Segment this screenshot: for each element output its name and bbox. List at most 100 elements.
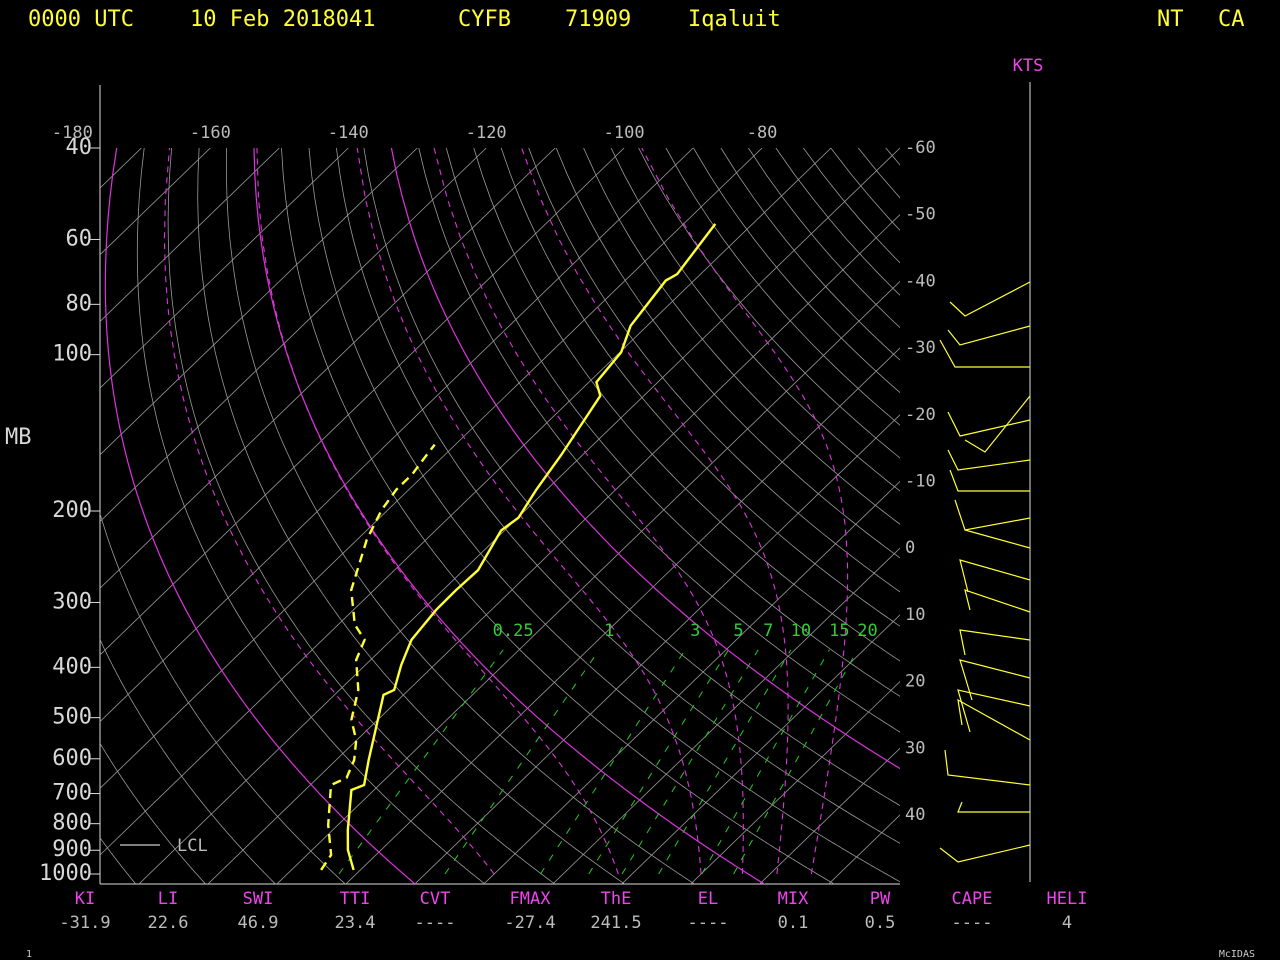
index-value: 4 [1062,913,1072,933]
index-value: -27.4 [504,913,555,933]
y-tick-label: 600 [52,746,92,771]
mixing-ratio-line [338,649,504,875]
y-tick-label: 60 [66,226,93,251]
dry-adiabat [610,148,900,492]
dry-adiabat [802,148,900,264]
dry-adiabat [253,148,766,884]
right-tick-label: -60 [905,138,936,158]
isotherm [759,747,900,884]
wind-barb [954,499,1031,531]
moist-adiabat [163,148,495,875]
right-tick-label: 40 [905,805,925,825]
dewpoint-line [320,443,436,871]
wind-barb [957,698,1031,741]
dry-adiabat [747,148,900,329]
dry-adiabat [100,742,207,884]
mixing-ratio-label: 3 [690,621,700,641]
x-tick-label: -80 [747,123,778,143]
wind-barb [939,844,1031,863]
wind-barb [959,559,1031,593]
x-tick-label: -100 [604,123,645,143]
index-name: EL [698,889,718,909]
dry-adiabat [363,148,900,807]
isotherm [100,148,694,723]
station: CYFB [458,7,511,32]
isotherm [828,814,900,884]
isotherm [345,347,900,884]
isotherm [100,148,349,389]
dry-adiabat [100,837,137,884]
y-tick-label: 40 [66,135,93,160]
dry-adiabat [885,148,900,166]
index-value: 0.5 [865,913,896,933]
wind-barb [944,749,1031,786]
station-name: Iqaluit [688,7,781,32]
right-tick-label: 20 [905,672,925,692]
isotherm [414,414,900,884]
dry-adiabat [583,148,900,525]
mixing-ratio-label: 20 [857,621,877,641]
x-tick-label: -120 [466,123,507,143]
mixing-ratio-label: 7 [763,621,773,641]
index-name: KI [75,889,95,909]
y-tick-label: 200 [52,498,92,523]
wind-barb [949,281,1031,317]
index-name: HELI [1047,889,1088,909]
dry-adiabat [857,148,900,199]
isotherm [483,480,900,884]
isotherm [276,280,900,884]
dry-adiabat [281,148,836,884]
isotherm [100,148,832,856]
dry-adiabat [390,148,900,770]
mixing-ratio-label: 0.25 [493,621,534,641]
dry-adiabat [100,638,277,884]
x-tick-label: -140 [328,123,369,143]
isotherm [100,148,625,656]
mixing-ratio-line [701,649,830,875]
dry-adiabat [167,148,556,884]
wind-barb [947,325,1031,346]
dry-adiabat [693,148,900,394]
dry-adiabat [473,148,900,662]
y-tick-label: 80 [66,291,93,316]
index-value: ---- [415,913,456,933]
y-tick-label: 400 [52,654,92,679]
y-tick-label: 800 [52,811,92,836]
right-tick-label: 30 [905,738,925,758]
dry-adiabat [638,148,900,459]
isotherm [100,148,418,456]
mixing-ratio-label: 15 [829,621,849,641]
wind-label: KTS [1013,56,1044,76]
dry-adiabat [915,118,1280,887]
region: NT [1157,7,1184,32]
mixing-ratio-line [444,649,600,875]
right-tick-label: -40 [905,271,936,291]
dry-adiabat [555,148,900,559]
y-axis-label: MB [5,425,32,450]
country: CA [1218,7,1245,32]
moist-adiabat [521,148,789,875]
date: 10 Feb 2018041 [190,7,375,32]
mixing-ratio-label: 1 [604,621,614,641]
right-tick-label: 10 [905,605,925,625]
index-value: ---- [688,913,729,933]
dry-adiabat [225,148,696,884]
wind-barb [947,411,1031,437]
x-tick-label: -160 [190,123,231,143]
station-id: 71909 [565,7,631,32]
isotherm [552,547,900,884]
isotherm [621,614,900,884]
y-tick-label: 100 [52,342,92,367]
dry-adiabat [830,148,900,231]
mixing-ratio-line [540,649,686,875]
wind-barb [964,529,1031,549]
dry-adiabat [100,512,346,884]
moist-adiabat [256,148,619,875]
isotherm [100,148,487,523]
mixing-ratio-line [621,649,759,875]
dry-adiabat [500,148,900,627]
dry-adiabat [665,148,900,426]
x-tick-label: -180 [52,123,93,143]
dry-adiabat [136,148,486,884]
